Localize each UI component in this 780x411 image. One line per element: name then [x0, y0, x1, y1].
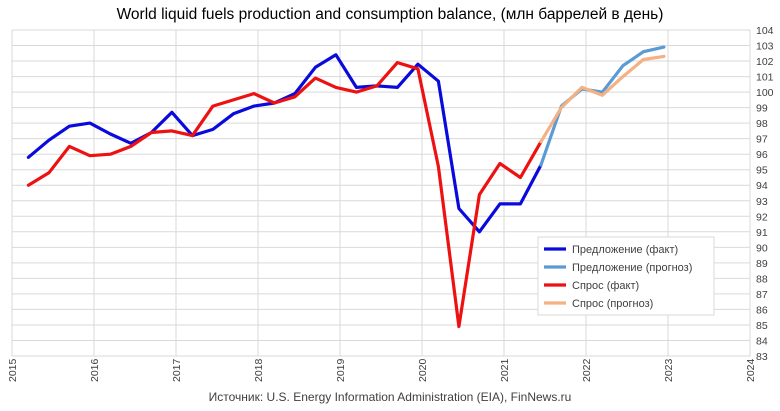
y-tick-label: 99 [756, 103, 768, 115]
y-tick-label: 97 [756, 134, 768, 146]
x-tick-label: 2017 [171, 358, 183, 382]
x-tick-label: 2021 [499, 358, 511, 382]
y-tick-label: 84 [756, 335, 768, 347]
y-tick-label: 90 [756, 242, 768, 254]
y-tick-label: 89 [756, 258, 768, 270]
x-tick-label: 2016 [89, 358, 101, 382]
series-line-4 [539, 54, 666, 144]
y-tick-label: 94 [756, 180, 768, 192]
y-tick-label: 93 [756, 196, 768, 208]
y-tick-label: 87 [756, 289, 768, 301]
x-tick-label: 2023 [663, 358, 675, 382]
y-tick-label: 85 [756, 320, 768, 332]
x-tick-label: 2018 [253, 358, 265, 382]
legend-label: Спрос (факт) [572, 280, 639, 292]
series-line-3 [26, 60, 543, 329]
y-tick-label: 92 [756, 211, 768, 223]
x-tick-label: 2020 [417, 358, 429, 382]
x-tick-label: 2024 [745, 358, 757, 382]
y-tick-label: 95 [756, 165, 768, 177]
y-tick-label: 103 [756, 41, 774, 53]
y-tick-label: 104 [756, 25, 774, 37]
legend-label: Предложение (прогноз) [572, 262, 692, 274]
x-tick-label: 2015 [7, 358, 19, 382]
y-tick-label: 102 [756, 56, 774, 68]
x-tick-label: 2019 [335, 358, 347, 382]
legend-box [537, 236, 715, 316]
y-tick-label: 101 [756, 72, 774, 84]
y-tick-label: 100 [756, 87, 774, 99]
x-tick-label: 2022 [581, 358, 593, 382]
series-line-2 [539, 45, 666, 167]
y-tick-label: 83 [756, 351, 768, 363]
series-line-1 [26, 53, 543, 234]
chart-source: Источник: U.S. Energy Information Admini… [208, 390, 572, 404]
legend-label: Спрос (прогноз) [572, 298, 653, 310]
y-tick-label: 88 [756, 273, 768, 285]
chart-title: World liquid fuels production and consum… [116, 6, 664, 23]
legend-label: Предложение (факт) [572, 244, 678, 256]
y-tick-label: 86 [756, 304, 768, 316]
y-tick-label: 98 [756, 118, 768, 130]
y-tick-label: 96 [756, 149, 768, 161]
y-tick-label: 91 [756, 227, 768, 239]
